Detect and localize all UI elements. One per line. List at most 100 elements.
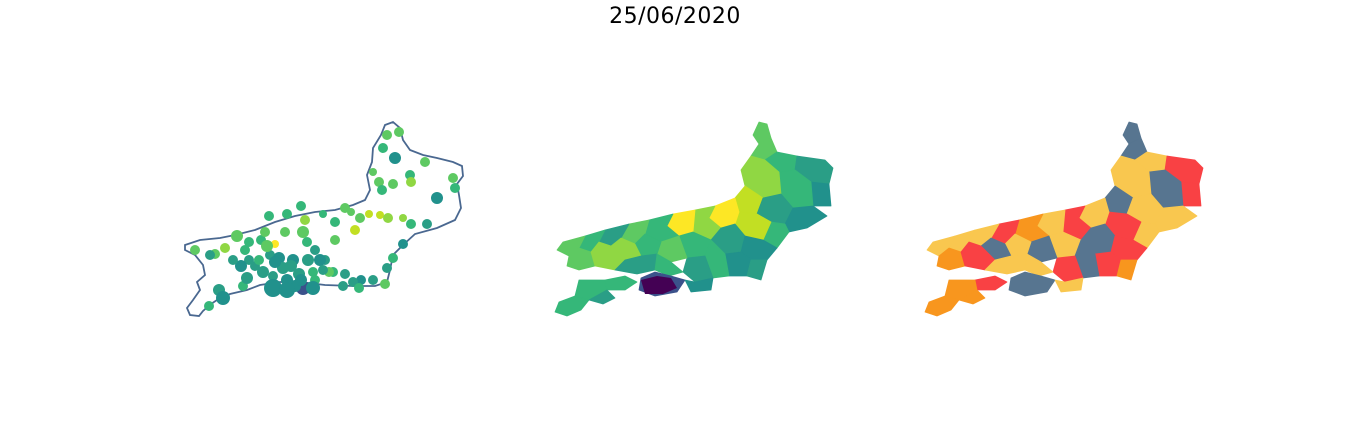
municipality-bubble: [205, 250, 215, 260]
municipality-bubble: [310, 245, 320, 255]
municipality-category-region: [1024, 253, 1054, 277]
municipality-bubble: [240, 245, 250, 255]
municipality-bubble: [369, 168, 377, 176]
municipality-bubble: [380, 279, 390, 289]
choropleth-viridis-svg: [554, 121, 834, 317]
bubble-map-panel: [175, 110, 475, 330]
municipality-bubble: [340, 203, 350, 213]
municipality-bubble: [295, 274, 307, 286]
municipality-bubble: [228, 255, 238, 265]
municipality-bubble: [260, 227, 270, 237]
municipality-bubble: [388, 253, 398, 263]
municipality-bubble: [406, 219, 416, 229]
categorical-regions: [924, 121, 1204, 317]
municipality-category-region: [1116, 259, 1138, 281]
municipality-bubble: [330, 217, 340, 227]
municipality-bubble: [338, 281, 348, 291]
municipality-bubble: [268, 271, 278, 281]
municipality-bubble: [377, 185, 387, 195]
municipality-bubble: [382, 130, 392, 140]
municipality-bubble: [279, 282, 295, 298]
municipality-region: [810, 181, 832, 207]
municipality-bubble: [383, 213, 393, 223]
municipality-bubble: [314, 254, 326, 266]
municipality-bubble: [394, 127, 404, 137]
state-outline: [184, 120, 464, 317]
choropleth-viridis-panel: [545, 110, 845, 330]
municipality-bubble: [356, 275, 366, 285]
municipality-bubble: [319, 210, 327, 218]
municipality-bubble: [231, 230, 243, 242]
municipality-region: [554, 295, 590, 317]
municipality-bubble: [378, 143, 388, 153]
municipality-bubble: [204, 301, 214, 311]
municipality-bubble: [306, 281, 320, 295]
municipality-bubble: [244, 255, 254, 265]
municipality-bubble: [282, 209, 292, 219]
municipality-bubble: [244, 237, 254, 247]
municipality-region: [746, 259, 768, 281]
municipality-bubble: [376, 211, 384, 219]
municipality-bubble: [257, 266, 269, 278]
municipality-region: [684, 277, 714, 293]
choropleth-categorical-panel: [915, 110, 1215, 330]
figure-title: 25/06/2020: [609, 4, 741, 29]
municipality-bubble: [302, 254, 314, 266]
municipality-bubble: [269, 256, 281, 268]
municipality-category-region: [1122, 121, 1142, 145]
municipality-bubble: [398, 239, 408, 249]
municipality-region: [704, 239, 730, 279]
municipality-bubble: [340, 269, 350, 279]
municipality-category-region: [958, 289, 986, 305]
municipality-category-region: [1074, 239, 1100, 279]
municipality-bubble: [190, 245, 200, 255]
municipality-bubble: [368, 275, 378, 285]
municipality-category-region: [1008, 271, 1056, 297]
municipality-bubble: [220, 243, 230, 253]
municipality-bubble: [355, 213, 365, 223]
municipality-bubble: [431, 192, 443, 204]
municipality-bubble: [382, 263, 392, 273]
municipality-bubble: [285, 260, 297, 272]
capital-region: [641, 276, 677, 294]
municipality-bubble: [406, 177, 416, 187]
municipality-bubble: [216, 291, 230, 305]
municipality-category-region: [924, 295, 960, 317]
municipality-bubble: [302, 237, 312, 247]
municipality-bubble: [448, 173, 458, 183]
municipality-bubble: [330, 235, 340, 245]
municipality-category-region: [974, 275, 1008, 291]
bubble-map-svg: [184, 120, 464, 317]
municipality-region: [588, 289, 616, 305]
municipality-bubble: [264, 211, 274, 221]
municipality-bubble: [235, 260, 247, 272]
municipality-bubble: [374, 177, 384, 187]
municipality-bubble: [254, 255, 264, 265]
municipality-bubble: [422, 219, 432, 229]
choropleth-regions: [554, 121, 834, 317]
municipality-bubble: [308, 267, 318, 277]
municipality-bubble: [318, 265, 328, 275]
municipality-bubble: [420, 157, 430, 167]
municipality-region: [604, 275, 638, 291]
municipality-bubble: [388, 179, 398, 189]
bubble-layer: [190, 127, 460, 311]
municipality-region: [752, 121, 772, 145]
municipality-bubble: [389, 152, 401, 164]
municipality-bubble: [296, 201, 306, 211]
municipality-bubble: [354, 283, 364, 293]
municipality-bubble: [297, 226, 309, 238]
choropleth-categorical-svg: [924, 121, 1204, 317]
municipality-bubble: [264, 279, 282, 297]
municipality-bubble: [261, 240, 273, 252]
municipality-bubble: [350, 225, 360, 235]
municipality-category-region: [1054, 277, 1084, 293]
municipality-bubble: [450, 183, 460, 193]
municipality-region: [654, 253, 684, 277]
municipality-category-region: [1180, 181, 1202, 207]
municipality-bubble: [241, 272, 253, 284]
municipality-bubble: [399, 214, 407, 222]
municipality-bubble: [300, 215, 310, 225]
municipality-bubble: [365, 210, 373, 218]
municipality-bubble: [280, 227, 290, 237]
